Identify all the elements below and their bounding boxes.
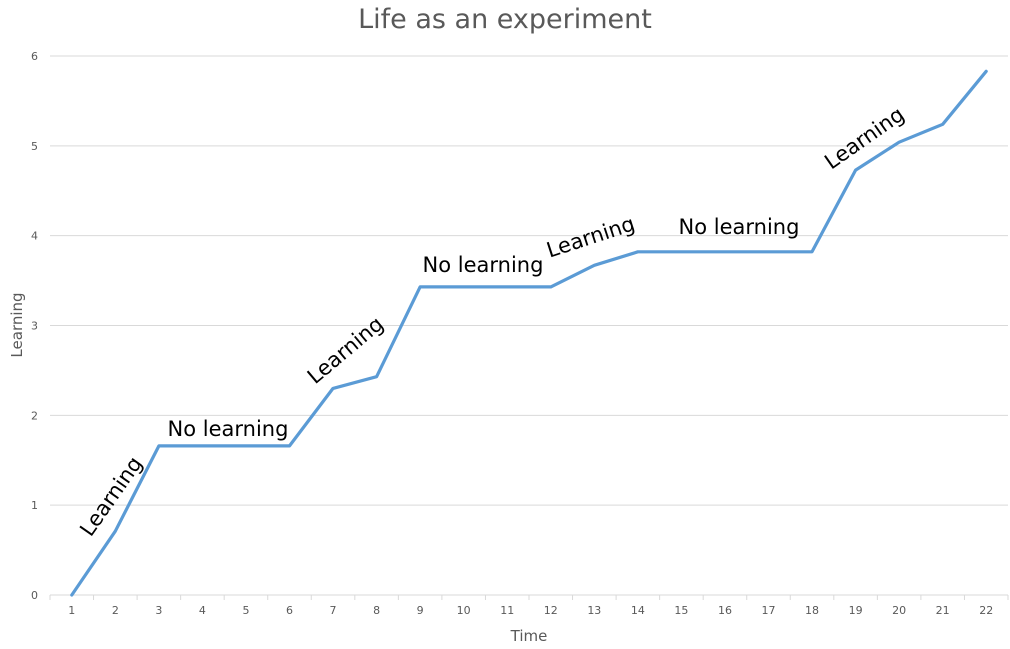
x-tick-label: 7 — [330, 604, 337, 617]
x-tick-label: 12 — [544, 604, 558, 617]
x-axis-ticks: 1 2 3 4 5 6 7 8 9 10 11 12 13 14 15 16 17 18 19 20 21 22 — [49, 595, 1009, 617]
y-axis-title: Learning — [8, 292, 26, 357]
annotation-label: No learning — [168, 417, 289, 441]
y-tick-label: 3 — [31, 320, 38, 333]
x-tick-label: 16 — [718, 604, 732, 617]
gridlines — [50, 55, 1008, 506]
x-tick-label: 14 — [631, 604, 645, 617]
annotation-label: No learning — [679, 215, 800, 239]
x-tick-label: 19 — [849, 604, 863, 617]
x-tick-label: 2 — [112, 604, 119, 617]
x-axis-title: Time — [510, 627, 548, 645]
x-tick-label: 18 — [805, 604, 819, 617]
y-tick-label: 2 — [31, 409, 38, 422]
x-tick-label: 21 — [936, 604, 950, 617]
y-tick-label: 5 — [31, 140, 38, 153]
x-tick-label: 17 — [762, 604, 776, 617]
x-tick-label: 3 — [155, 604, 162, 617]
x-tick-label: 1 — [68, 604, 75, 617]
y-tick-label: 6 — [31, 50, 38, 63]
x-tick-label: 22 — [979, 604, 993, 617]
x-tick-label: 9 — [417, 604, 424, 617]
x-tick-label: 4 — [199, 604, 206, 617]
learning-series-line — [70, 69, 988, 597]
y-axis-ticks: 0 1 2 3 4 5 6 — [31, 50, 38, 602]
x-tick-label: 5 — [242, 604, 249, 617]
y-tick-label: 0 — [31, 589, 38, 602]
x-tick-label: 13 — [587, 604, 601, 617]
x-tick-label: 6 — [286, 604, 293, 617]
x-tick-label: 15 — [674, 604, 688, 617]
y-tick-label: 1 — [31, 499, 38, 512]
x-tick-label: 20 — [892, 604, 906, 617]
y-tick-label: 4 — [31, 230, 38, 243]
x-tick-label: 10 — [457, 604, 471, 617]
x-tick-label: 8 — [373, 604, 380, 617]
chart-title: Life as an experiment — [358, 4, 652, 35]
annotation-label: Learning — [75, 452, 147, 540]
x-tick-label: 11 — [500, 604, 514, 617]
annotation-label: No learning — [423, 253, 544, 277]
